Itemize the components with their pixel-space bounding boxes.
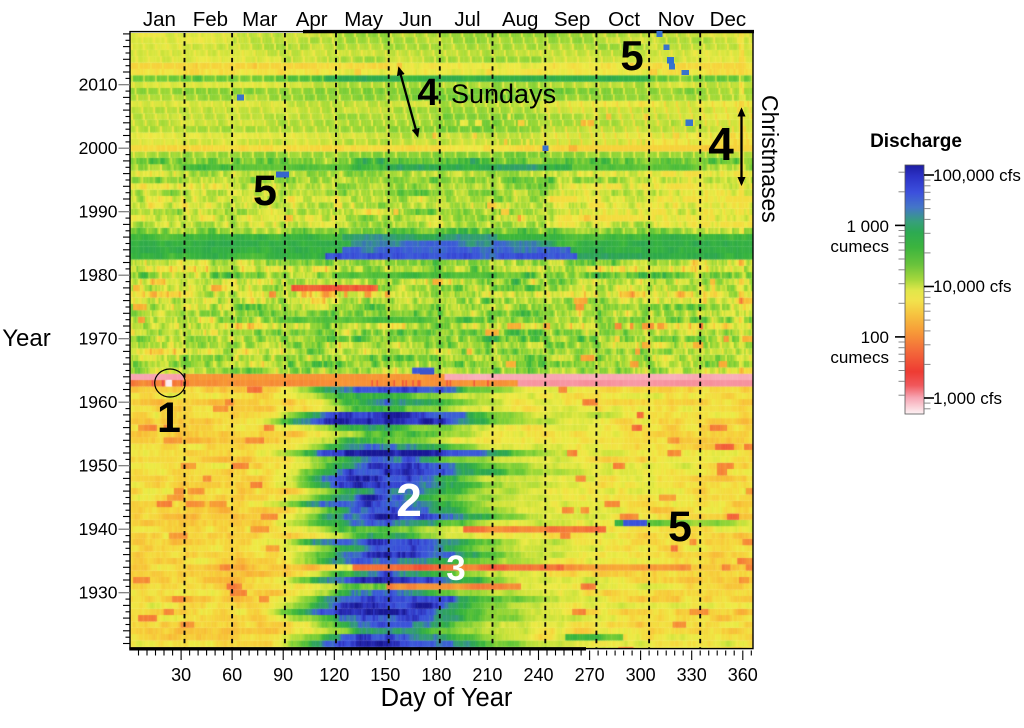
- svg-text:Jan: Jan: [143, 8, 176, 31]
- svg-text:1970: 1970: [79, 329, 118, 349]
- svg-text:270: 270: [575, 665, 605, 685]
- svg-text:Dec: Dec: [710, 8, 746, 31]
- svg-text:Aug: Aug: [502, 8, 538, 31]
- svg-text:1: 1: [157, 394, 181, 442]
- svg-text:3: 3: [446, 549, 465, 588]
- svg-text:1940: 1940: [79, 519, 118, 539]
- svg-text:180: 180: [421, 665, 451, 685]
- svg-text:Jul: Jul: [454, 8, 480, 31]
- svg-text:360: 360: [728, 665, 758, 685]
- svg-text:330: 330: [677, 665, 707, 685]
- svg-text:5: 5: [668, 503, 692, 551]
- svg-text:Feb: Feb: [193, 8, 228, 31]
- svg-text:120: 120: [319, 665, 349, 685]
- svg-text:5: 5: [620, 32, 643, 79]
- svg-text:Mar: Mar: [242, 8, 277, 31]
- svg-text:100,000 cfs: 100,000 cfs: [933, 166, 1021, 185]
- svg-text:10,000 cfs: 10,000 cfs: [933, 277, 1011, 296]
- svg-text:2: 2: [396, 474, 422, 526]
- svg-text:1950: 1950: [79, 456, 118, 476]
- svg-text:2010: 2010: [79, 75, 118, 95]
- svg-text:Day of Year: Day of Year: [381, 684, 513, 712]
- svg-text:Oct: Oct: [608, 8, 640, 31]
- svg-text:1990: 1990: [79, 202, 118, 222]
- svg-text:4: 4: [417, 72, 438, 114]
- svg-text:1 000: 1 000: [846, 217, 889, 236]
- svg-text:Apr: Apr: [296, 8, 328, 31]
- svg-text:Discharge: Discharge: [870, 131, 962, 152]
- svg-text:100: 100: [861, 328, 889, 347]
- svg-text:150: 150: [370, 665, 400, 685]
- svg-text:2000: 2000: [79, 138, 118, 158]
- svg-text:Nov: Nov: [658, 8, 695, 31]
- svg-text:5: 5: [253, 167, 277, 215]
- svg-text:60: 60: [222, 665, 242, 685]
- svg-text:300: 300: [626, 665, 656, 685]
- svg-text:90: 90: [273, 665, 293, 685]
- svg-text:1960: 1960: [79, 392, 118, 412]
- svg-text:210: 210: [472, 665, 502, 685]
- svg-text:cumecs: cumecs: [830, 237, 889, 256]
- svg-text:Jun: Jun: [399, 8, 432, 31]
- svg-text:May: May: [344, 8, 383, 31]
- svg-text:Sundays: Sundays: [451, 79, 556, 109]
- svg-text:1930: 1930: [79, 583, 118, 603]
- svg-text:30: 30: [171, 665, 191, 685]
- svg-text:240: 240: [523, 665, 553, 685]
- svg-text:1980: 1980: [79, 265, 118, 285]
- svg-text:Year: Year: [2, 325, 51, 352]
- svg-text:Sep: Sep: [554, 8, 590, 31]
- svg-text:1,000 cfs: 1,000 cfs: [933, 389, 1002, 408]
- svg-text:Christmases: Christmases: [757, 95, 783, 223]
- svg-text:4: 4: [708, 118, 734, 170]
- svg-text:cumecs: cumecs: [830, 348, 889, 367]
